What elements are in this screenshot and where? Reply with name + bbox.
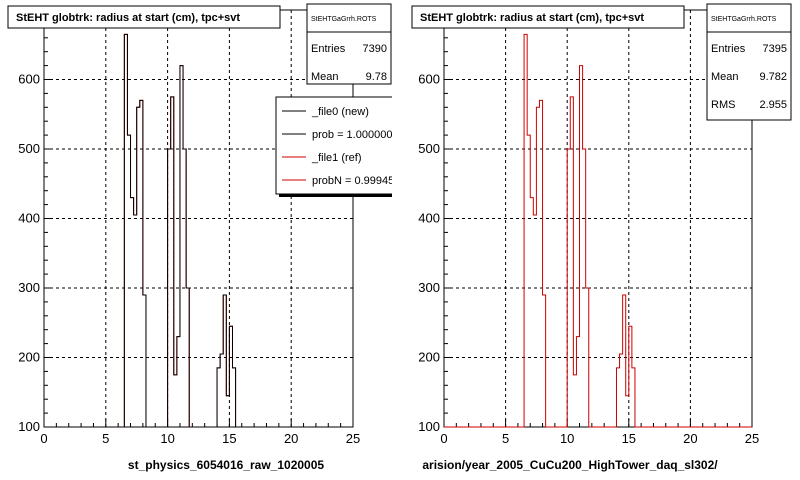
legend-entry-label: _file0 (new)	[311, 106, 369, 118]
y-tick-label: 400	[418, 211, 440, 226]
x-tick-label: 5	[502, 431, 509, 446]
x-tick-label: 0	[40, 431, 47, 446]
stats-box	[306, 3, 392, 85]
histogram-series-1	[43, 33, 353, 428]
legend-entry-label: prob = 1.000000	[312, 129, 392, 141]
stats-row-label: RMS	[711, 99, 735, 111]
x-tick-label: 10	[560, 431, 574, 446]
chart-panel-1: 0 5 10 15 20 25 100 200 300 400 500 600 StEHT globtr…	[411, 3, 792, 472]
stats-row-value: 7395	[763, 43, 787, 55]
stats-box	[706, 3, 792, 121]
title-box	[7, 5, 281, 29]
plot-frame	[43, 9, 354, 428]
y-tick-label: 600	[18, 72, 40, 87]
y-tick-label: 100	[418, 419, 440, 434]
x-tick-label: 15	[622, 431, 636, 446]
histogram-series-0	[443, 33, 752, 428]
y-tick-label: 600	[418, 72, 440, 87]
stats-row-label: Entries	[711, 43, 746, 55]
stats-row-label: Mean	[311, 71, 339, 83]
stats-row-value: 7390	[363, 43, 387, 55]
x-tick-label: 20	[284, 431, 298, 446]
stats-title: StEHTGaGrrh.ROTS	[711, 16, 777, 23]
x-tick-label: 25	[745, 431, 759, 446]
y-tick-label: 500	[418, 141, 440, 156]
chart-panel-0: 0 5 10 15 20 25 100 200 300 400 500 600 StEHT globtr…	[7, 3, 394, 472]
y-tick-label: 400	[18, 211, 40, 226]
legend-box	[275, 96, 392, 195]
legend-entry-label: probN = 0.99945	[312, 175, 394, 187]
chart-title: StEHT globtrk: radius at start (cm), tpc…	[420, 12, 644, 24]
y-tick-label: 300	[18, 280, 40, 295]
x-tick-label: 15	[222, 431, 236, 446]
y-tick-label: 500	[18, 141, 40, 156]
stats-row-value: 9.78	[366, 71, 387, 83]
stats-row-value: 2.955	[759, 99, 787, 111]
x-axis-label: st_physics_6054016_raw_1020005	[128, 458, 324, 472]
plot-frame	[443, 9, 753, 428]
x-tick-label: 0	[440, 431, 447, 446]
y-tick-label: 300	[418, 280, 440, 295]
legend: _file0 (new) prob = 1.000000 _file1 (ref) p…	[275, 96, 394, 197]
stats-row-label: Entries	[311, 43, 346, 55]
stats-row-value: 9.782	[759, 71, 787, 83]
y-tick-label: 200	[418, 350, 440, 365]
chart-title: StEHT globtrk: radius at start (cm), tpc…	[16, 12, 240, 24]
stats-row-label: Mean	[711, 71, 739, 83]
x-axis-label: arision/year_2005_CuCu200_HighTower_daq_…	[422, 458, 718, 472]
x-tick-label: 5	[102, 431, 109, 446]
y-tick-label: 200	[18, 350, 40, 365]
x-tick-label: 20	[683, 431, 697, 446]
y-tick-label: 100	[18, 419, 40, 434]
x-tick-label: 10	[160, 431, 174, 446]
title-box	[411, 5, 685, 29]
legend-entry-label: _file1 (ref)	[311, 152, 362, 164]
x-tick-label: 25	[346, 431, 360, 446]
stats-title: StEHTGaGrrh.ROTS	[311, 16, 377, 23]
